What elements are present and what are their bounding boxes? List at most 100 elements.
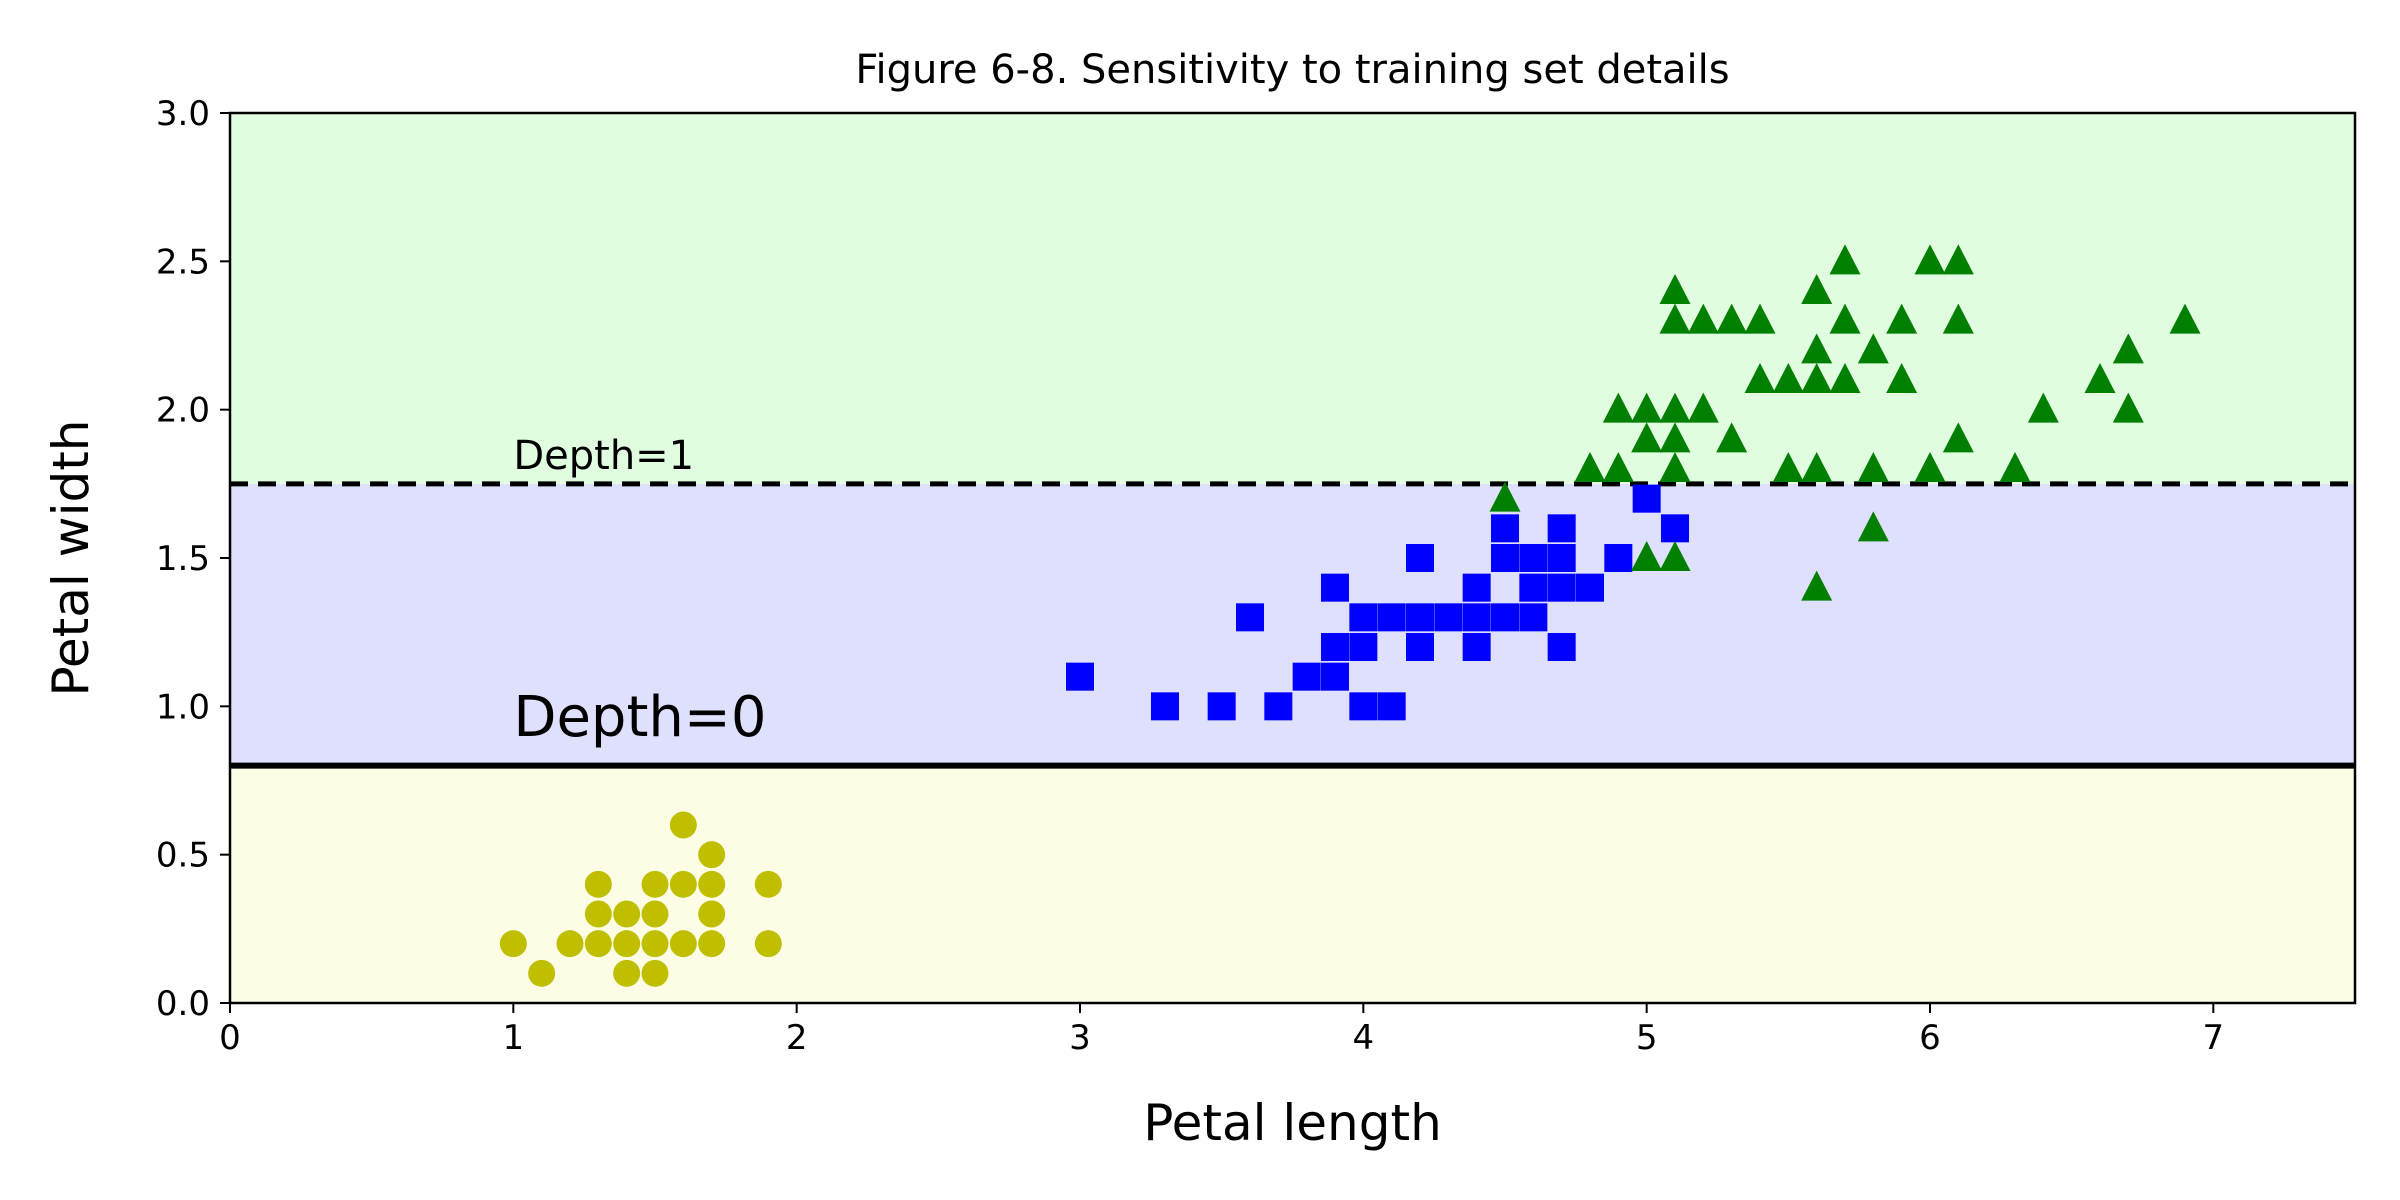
y-axis-label: Petal width — [42, 420, 100, 697]
square-point — [1406, 544, 1434, 572]
y-tick-label: 0.0 — [156, 984, 210, 1024]
triangle-point — [1772, 363, 1804, 393]
triangle-point — [1801, 274, 1833, 304]
square-point — [1321, 662, 1349, 691]
depth-label-0: Depth=0 — [513, 685, 766, 750]
circle-point — [669, 870, 697, 898]
triangle-point — [1744, 303, 1776, 334]
square-point — [1462, 633, 1491, 661]
triangle-point — [1744, 363, 1776, 393]
square-point — [1321, 573, 1349, 602]
square-point — [1519, 573, 1548, 602]
circle-point — [499, 930, 527, 958]
data-points — [499, 244, 2201, 987]
triangle-point — [1659, 452, 1691, 482]
decision-boundaries — [230, 481, 2355, 769]
triangle-point — [1886, 363, 1918, 393]
square-point — [1236, 603, 1264, 632]
circle-point — [584, 930, 612, 958]
y-tick-label: 3.0 — [156, 94, 210, 134]
triangle-point — [1942, 303, 1974, 334]
triangle-point — [1914, 452, 1946, 482]
square-point — [1576, 573, 1604, 602]
triangle-point — [1716, 303, 1748, 334]
triangle-point — [1857, 511, 1889, 542]
circle-point — [584, 900, 612, 928]
circle-point — [669, 930, 697, 958]
x-tick-label: 2 — [786, 1018, 808, 1058]
x-tick-label: 1 — [503, 1018, 525, 1058]
circle-point — [698, 900, 726, 928]
circle-point — [641, 930, 669, 958]
square-point — [1547, 544, 1576, 572]
circle-point — [669, 811, 697, 839]
square-point — [1491, 603, 1519, 632]
triangle-point — [1659, 541, 1691, 571]
triangle-point — [1687, 303, 1719, 334]
triangle-point — [1801, 570, 1833, 601]
x-axis-label: Petal length — [1143, 1094, 1442, 1152]
chart-title: Figure 6-8. Sensitivity to training set … — [855, 47, 1729, 93]
square-point — [1604, 544, 1633, 572]
square-point — [1151, 692, 1179, 721]
square-point — [1519, 544, 1548, 572]
region-0 — [230, 765, 2355, 1003]
triangle-point — [1631, 392, 1663, 423]
circle-point — [641, 870, 669, 898]
triangle-point — [1942, 244, 1974, 275]
depth-label-1: Depth=1 — [513, 433, 694, 479]
circle-point — [528, 959, 556, 987]
triangle-point — [1687, 392, 1719, 423]
square-point — [1377, 603, 1406, 632]
square-point — [1292, 662, 1321, 691]
triangle-point — [1772, 452, 1804, 482]
circle-point — [641, 959, 669, 987]
decision-regions — [230, 113, 2355, 1003]
triangle-point — [1659, 422, 1691, 453]
circle-point — [613, 900, 641, 928]
x-tick-label: 3 — [1069, 1018, 1091, 1058]
annotations: Depth=0 Depth=1 — [513, 433, 766, 750]
square-point — [1547, 633, 1576, 661]
triangle-point — [2027, 392, 2059, 423]
square-point — [1462, 603, 1491, 632]
y-tick-label: 1.0 — [156, 687, 210, 727]
square-point — [1349, 692, 1378, 721]
square-point — [1264, 692, 1293, 721]
triangle-point — [1801, 363, 1833, 393]
square-point — [1632, 484, 1661, 513]
y-tick-label: 1.5 — [156, 539, 210, 579]
circle-point — [698, 841, 726, 869]
square-point — [1349, 603, 1378, 632]
triangle-point — [1631, 541, 1663, 571]
triangle-point — [2112, 333, 2144, 364]
triangle-point — [1886, 303, 1918, 334]
circle-point — [584, 870, 612, 898]
square-point — [1406, 633, 1434, 661]
circle-point — [754, 930, 782, 958]
circle-point — [754, 870, 782, 898]
square-point — [1491, 544, 1519, 572]
triangle-point — [1659, 303, 1691, 334]
y-tick-label: 0.5 — [156, 836, 210, 876]
square-point — [1406, 603, 1434, 632]
triangle-point — [1857, 452, 1889, 482]
square-point — [1519, 603, 1548, 632]
triangle-point — [1942, 422, 1974, 453]
x-tick-label: 7 — [2203, 1018, 2225, 1058]
triangle-point — [1801, 452, 1833, 482]
triangle-point — [1489, 481, 1521, 512]
square-point — [1491, 514, 1519, 543]
square-point — [1207, 692, 1236, 721]
triangle-point — [1829, 244, 1861, 275]
triangle-point — [1659, 274, 1691, 304]
region-2 — [230, 113, 2355, 484]
triangle-point — [2169, 303, 2201, 334]
x-tick-label: 0 — [219, 1018, 241, 1058]
x-tick-label: 4 — [1353, 1018, 1375, 1058]
triangle-point — [1914, 244, 1946, 275]
triangle-point — [1659, 392, 1691, 423]
triangle-point — [1716, 422, 1748, 453]
square-point — [1547, 514, 1576, 543]
triangle-point — [1631, 422, 1663, 453]
